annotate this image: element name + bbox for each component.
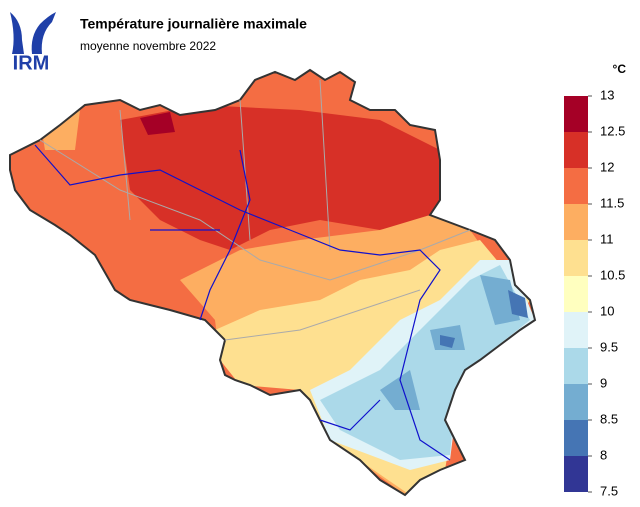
logo: IRM xyxy=(10,12,56,74)
river xyxy=(34,144,451,461)
legend-tick-label: 8.5 xyxy=(600,411,618,426)
legend-tick-label: 11 xyxy=(600,231,614,246)
province-border xyxy=(39,79,471,341)
legend-tick-label: 11.5 xyxy=(600,195,624,210)
legend-swatch xyxy=(564,168,588,204)
legend-swatch xyxy=(564,204,588,240)
legend-swatch xyxy=(564,456,588,492)
zone-9 xyxy=(320,265,530,460)
zone-12 xyxy=(120,105,440,250)
map xyxy=(10,70,535,495)
zone-8 xyxy=(440,290,528,348)
legend: °C 13 12.5 12 11.5 11 10.5 10 9.5 9 8.5 8 7.5 xyxy=(564,62,626,498)
legend-tick-label: 13 xyxy=(600,87,614,102)
legend-swatch xyxy=(564,132,588,168)
legend-swatch xyxy=(564,420,588,456)
subtitle: moyenne novembre 2022 xyxy=(80,39,216,53)
legend-unit: °C xyxy=(613,62,627,76)
legend-tick-label: 12 xyxy=(600,159,614,174)
title: Température journalière maximale xyxy=(80,16,307,32)
legend-swatch xyxy=(564,312,588,348)
logo-text: IRM xyxy=(13,52,50,74)
legend-swatch xyxy=(564,240,588,276)
legend-tick-label: 9.5 xyxy=(600,339,618,354)
legend-tick-label: 10.5 xyxy=(600,267,625,282)
legend-tick-label: 7.5 xyxy=(600,483,618,498)
legend-swatch xyxy=(564,276,588,312)
legend-swatch xyxy=(564,96,588,132)
logo-mark xyxy=(10,12,56,54)
legend-tick-label: 8 xyxy=(600,447,607,462)
zone-12-5 xyxy=(140,112,175,135)
legend-tick-label: 9 xyxy=(600,375,607,390)
legend-tick-label: 10 xyxy=(600,303,614,318)
legend-swatch xyxy=(564,348,588,384)
legend-swatch xyxy=(564,384,588,420)
legend-tick-label: 12.5 xyxy=(600,123,625,138)
